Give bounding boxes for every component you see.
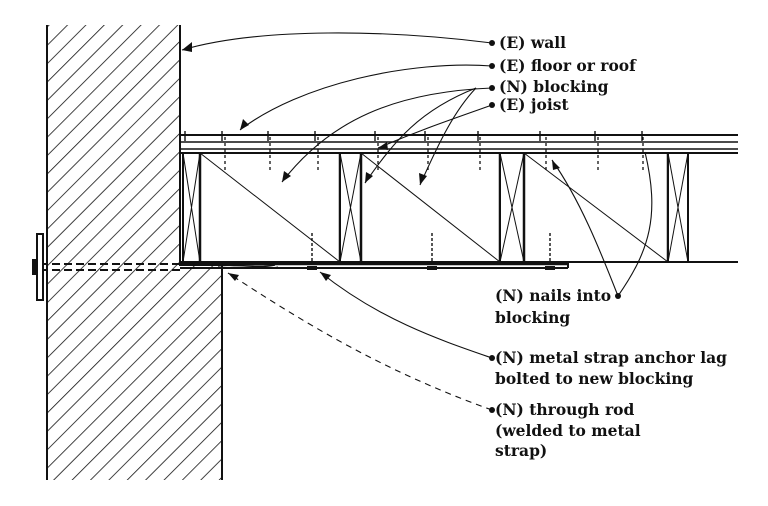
leader-dots <box>489 40 621 413</box>
label-rod-line2: (welded to metal <box>495 421 641 440</box>
label-rod-line3: strap) <box>495 441 547 460</box>
label-strap-line1: (N) metal strap anchor lag <box>495 348 727 367</box>
floor-nails <box>184 131 643 141</box>
label-nails-line2: blocking <box>495 308 570 327</box>
joist-section-3 <box>499 152 525 263</box>
label-floor-or-roof: (E) floor or roof <box>499 56 637 75</box>
label-strap-line2: bolted to new blocking <box>495 369 693 388</box>
joist-section-1 <box>182 152 201 263</box>
floor-or-roof-sheathing <box>180 134 738 154</box>
label-blocking: (N) blocking <box>499 77 609 96</box>
anchor-plate <box>32 233 44 301</box>
leader-arrowheads <box>182 42 560 281</box>
joist-section-4 <box>667 152 689 263</box>
new-blocking-2 <box>359 152 502 263</box>
label-wall: (E) wall <box>499 33 566 52</box>
label-joist: (E) joist <box>499 95 569 114</box>
leader-lines <box>181 32 653 411</box>
joist-section-2 <box>339 152 362 263</box>
label-nails-line1: (N) nails into <box>495 286 611 305</box>
metal-strap <box>180 262 569 269</box>
label-rod-line1: (N) through rod <box>495 400 634 419</box>
